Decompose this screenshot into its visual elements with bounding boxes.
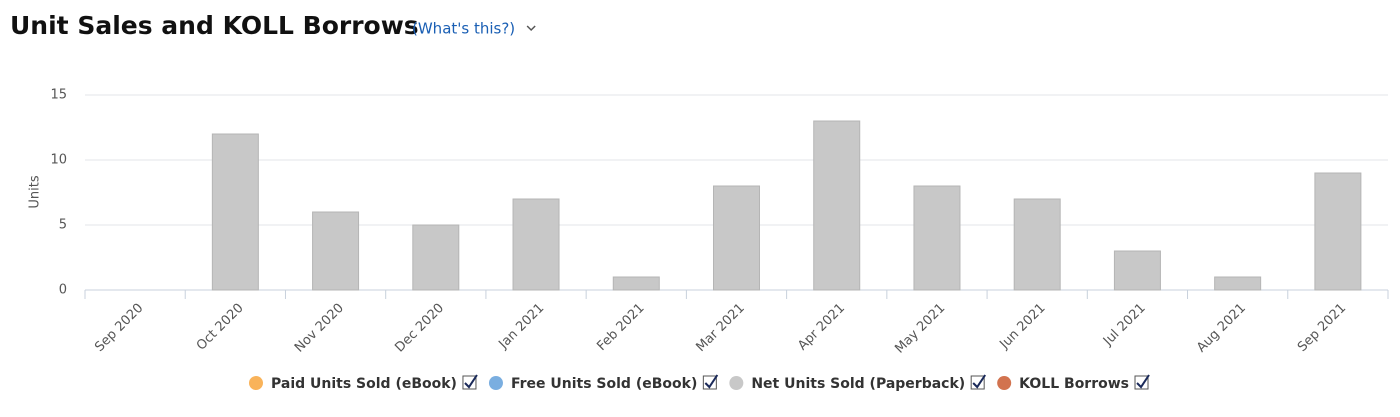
bar xyxy=(512,198,560,291)
y-tick-label: 0 xyxy=(59,283,67,298)
y-axis-label: Units xyxy=(28,175,43,208)
help-link[interactable]: (What's this?) xyxy=(412,20,515,38)
legend-swatch xyxy=(997,376,1012,390)
x-tick-label: Sep 2021 xyxy=(1295,301,1349,355)
legend-item[interactable]: Paid Units Sold (eBook) xyxy=(248,374,478,392)
bar xyxy=(211,133,259,291)
legend-label: KOLL Borrows xyxy=(1019,376,1129,392)
x-tick-label: Aug 2021 xyxy=(1194,301,1249,356)
y-tick-label: 5 xyxy=(59,218,67,233)
checkmark xyxy=(1136,374,1150,389)
bar xyxy=(913,185,961,291)
bar xyxy=(612,276,660,291)
bar xyxy=(1214,276,1262,291)
checkmark xyxy=(464,374,478,389)
bar xyxy=(412,224,460,291)
bar xyxy=(1113,250,1161,291)
x-tick-label: Jul 2021 xyxy=(1100,301,1149,350)
x-tick-label: Feb 2021 xyxy=(594,301,647,354)
bar xyxy=(312,211,360,291)
x-tick-label: May 2021 xyxy=(892,301,948,357)
legend-checkbox xyxy=(970,375,985,390)
legend-checkbox xyxy=(462,375,477,390)
legend-swatch xyxy=(729,376,744,390)
x-tick-label: Jun 2021 xyxy=(997,301,1049,353)
legend-swatch xyxy=(248,376,263,390)
bar xyxy=(1314,172,1362,291)
legend-label: Free Units Sold (eBook) xyxy=(511,376,697,392)
x-tick-label: Mar 2021 xyxy=(694,301,748,355)
bar xyxy=(1013,198,1061,291)
legend-item[interactable]: Net Units Sold (Paperback) xyxy=(729,374,987,392)
legend-label: Net Units Sold (Paperback) xyxy=(751,376,965,392)
legend-item[interactable]: KOLL Borrows xyxy=(997,374,1150,392)
x-tick-label: Dec 2020 xyxy=(392,301,447,356)
y-tick-label: 10 xyxy=(50,153,67,168)
x-tick-label: Apr 2021 xyxy=(795,301,848,354)
legend-label: Paid Units Sold (eBook) xyxy=(271,376,457,392)
legend-checkbox xyxy=(1134,375,1149,390)
chart-title: Unit Sales and KOLL Borrows xyxy=(10,11,419,40)
legend-swatch xyxy=(488,376,503,390)
legend-checkbox xyxy=(702,375,717,390)
legend: Paid Units Sold (eBook) Free Units Sold (… xyxy=(248,374,1150,392)
checkmark xyxy=(972,374,987,389)
legend-item[interactable]: Free Units Sold (eBook) xyxy=(488,374,719,392)
dropdown-chevron[interactable] xyxy=(526,25,536,32)
x-tick-label: Nov 2020 xyxy=(292,301,347,356)
x-tick-label: Oct 2020 xyxy=(194,301,247,354)
checkmark xyxy=(704,374,719,389)
bar xyxy=(713,185,760,291)
x-tick-label: Sep 2020 xyxy=(92,301,146,355)
bar xyxy=(813,120,861,291)
y-tick-label: 15 xyxy=(50,88,67,103)
x-tick-label: Jan 2021 xyxy=(496,301,548,353)
